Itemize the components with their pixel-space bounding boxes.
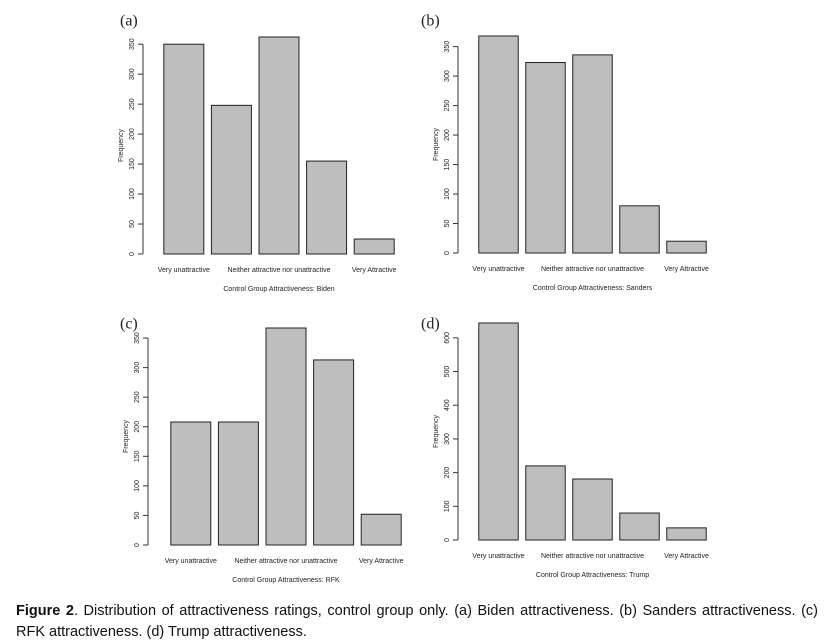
x-axis-label: Control Group Attractiveness: Sanders [533,285,653,292]
y-tick-label: 50 [444,220,451,228]
caption-label: Figure 2 [16,603,74,619]
y-tick-label: 200 [129,128,136,140]
bar [360,513,402,546]
bar [572,54,613,254]
x-tick-label: Neither attractive nor unattractive [541,266,644,273]
y-tick-label: 350 [134,332,141,344]
bar [478,35,519,254]
y-tick-label: 100 [129,188,136,200]
y-tick-label: 50 [134,511,141,519]
bar [170,421,212,546]
bar [306,160,348,255]
y-tick-label: 0 [444,538,451,542]
y-axis-label: Frequency [433,414,440,448]
y-axis-label: Frequency [123,419,130,453]
y-tick-label: 300 [134,362,141,374]
y-tick-label: 250 [444,100,451,112]
bar [666,240,707,254]
x-tick-label: Very Attractive [664,553,709,560]
bar [478,322,519,541]
bar [619,512,660,541]
bar [265,327,307,546]
y-tick-label: 300 [444,70,451,82]
caption: Figure 2. Distribution of attractiveness… [16,601,818,643]
y-axis-label: Frequency [433,127,440,161]
y-tick-label: 150 [129,158,136,170]
x-tick-label: Neither attractive nor unattractive [227,267,330,274]
x-tick-label: Very Attractive [664,266,709,273]
bar [666,527,707,541]
x-axis-label: Control Group Attractiveness: Trump [536,572,649,579]
caption-text: . Distribution of attractiveness ratings… [16,603,818,640]
panel-label: (b) [421,13,440,30]
y-tick-label: 0 [134,543,141,547]
x-tick-label: Neither attractive nor unattractive [541,553,644,560]
charts: (a) 0 50 100 150 200 250 300 350 Frequency Very un… [118,13,709,584]
y-tick-label: 150 [444,159,451,171]
y-tick-label: 350 [129,38,136,50]
panel-label: (c) [120,316,138,333]
bar [619,205,660,254]
y-tick-label: 0 [129,252,136,256]
x-tick-label: Neither attractive nor unattractive [234,558,337,565]
y-tick-label: 200 [134,421,141,433]
y-tick-label: 0 [444,251,451,255]
y-tick-label: 600 [444,332,451,344]
bar [313,359,355,546]
y-tick-label: 300 [444,433,451,445]
x-tick-label: Very Attractive [352,267,397,274]
bar [210,104,252,255]
x-axis-label: Control Group Attractiveness: Biden [223,286,334,293]
bar [217,421,259,546]
y-tick-label: 250 [134,391,141,403]
x-tick-label: Very unattractive [472,266,524,273]
y-tick-label: 350 [444,41,451,53]
panel-label: (d) [421,316,440,333]
y-tick-label: 200 [444,129,451,141]
x-tick-label: Very unattractive [472,553,524,560]
y-axis-label: Frequency [118,128,125,162]
y-tick-label: 100 [134,480,141,492]
y-tick-label: 200 [444,467,451,479]
bar [163,43,205,255]
bar [572,478,613,541]
y-tick-label: 500 [444,366,451,378]
y-tick-label: 150 [134,450,141,462]
y-tick-label: 400 [444,399,451,411]
bar [258,36,300,255]
bar [353,238,395,255]
x-tick-label: Very Attractive [359,558,404,565]
x-axis-label: Control Group Attractiveness: RFK [232,577,340,584]
y-tick-label: 50 [129,220,136,228]
y-tick-label: 250 [129,98,136,110]
x-tick-label: Very unattractive [165,558,217,565]
y-tick-label: 100 [444,500,451,512]
y-tick-label: 300 [129,68,136,80]
panel-label: (a) [120,13,138,30]
x-tick-label: Very unattractive [158,267,210,274]
bar [525,62,566,254]
y-tick-label: 100 [444,188,451,200]
bar [525,465,566,541]
